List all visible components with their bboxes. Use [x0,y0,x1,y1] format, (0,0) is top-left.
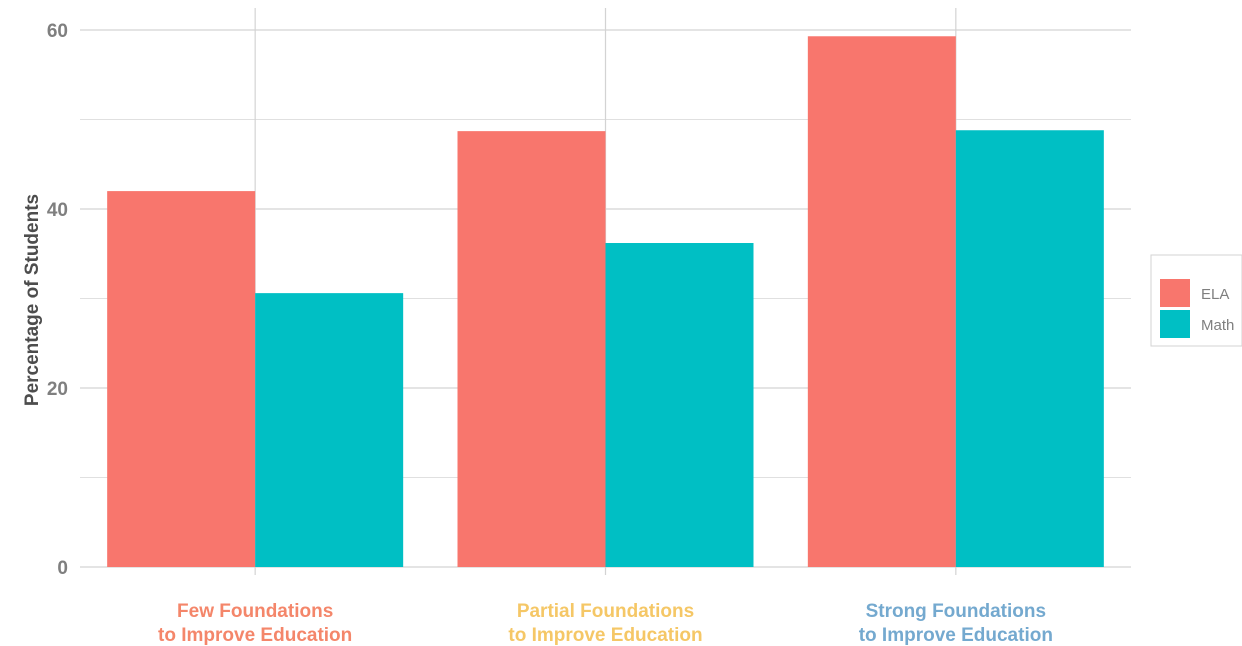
category-label-line1: Few Foundations [177,601,333,622]
y-tick-label: 60 [47,21,68,42]
x-category-label: Strong Foundations to Improve Education [859,601,1053,646]
y-axis-ticks: 0 20 40 60 [47,21,68,579]
y-tick-label: 0 [57,558,68,579]
legend[interactable]: ELA Math [1150,254,1242,347]
y-tick-label: 40 [47,200,68,221]
legend-label-ela: ELA [1201,286,1229,303]
bar-math-3 [955,130,1104,568]
bar-ela-2 [457,131,606,567]
y-axis-title: Percentage of Students [22,194,43,406]
category-label-line2: to Improve Education [158,625,352,646]
bar-ela-3 [807,36,956,567]
category-label-line1: Strong Foundations [866,601,1046,622]
bar-math-2 [605,243,754,567]
bars [107,36,1104,568]
legend-swatch-math [1160,310,1190,338]
category-label-line2: to Improve Education [508,625,702,646]
x-axis-categories: Few Foundations to Improve EducationParti… [158,601,1053,646]
category-label-line1: Partial Foundations [517,601,694,622]
x-category-label: Partial Foundations to Improve Education [508,601,702,646]
category-label-line2: to Improve Education [859,625,1053,646]
bar-ela-1 [107,191,256,567]
x-category-label: Few Foundations to Improve Education [158,601,352,646]
bar-math-1 [255,293,404,567]
y-tick-label: 20 [47,379,68,400]
legend-swatch-ela [1160,279,1190,307]
legend-label-math: Math [1201,317,1234,334]
